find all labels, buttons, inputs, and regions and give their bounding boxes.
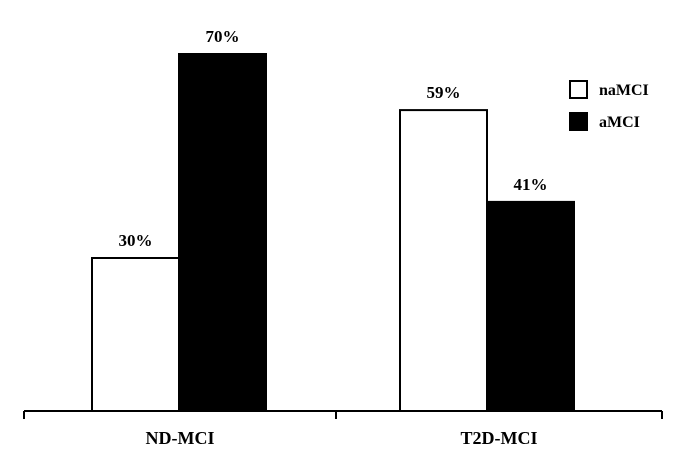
data-labels-group: 30% 70% 59% 41% bbox=[119, 27, 548, 250]
x-ticks-group bbox=[23, 411, 663, 419]
bar-namci-t2d-mci bbox=[399, 109, 488, 412]
data-label: 59% bbox=[427, 83, 461, 102]
bar-amci-t2d-mci bbox=[486, 200, 575, 412]
legend-label-namci: naMCI bbox=[599, 82, 649, 99]
data-label: 70% bbox=[206, 27, 240, 46]
bars-group bbox=[91, 53, 575, 412]
bar-amci-nd-mci bbox=[178, 53, 267, 412]
data-label: 41% bbox=[514, 175, 548, 194]
legend-swatch-amci bbox=[569, 112, 588, 131]
legend-swatch-namci bbox=[569, 80, 588, 99]
data-label: 30% bbox=[119, 231, 153, 250]
bar-namci-nd-mci bbox=[91, 257, 180, 412]
x-tick-labels-group: ND-MCI T2D-MCI bbox=[146, 428, 538, 448]
x-tick-label: T2D-MCI bbox=[461, 428, 538, 448]
x-tick-label: ND-MCI bbox=[146, 428, 215, 448]
legend-label-amci: aMCI bbox=[599, 114, 640, 131]
legend: naMCI aMCI bbox=[569, 80, 649, 131]
